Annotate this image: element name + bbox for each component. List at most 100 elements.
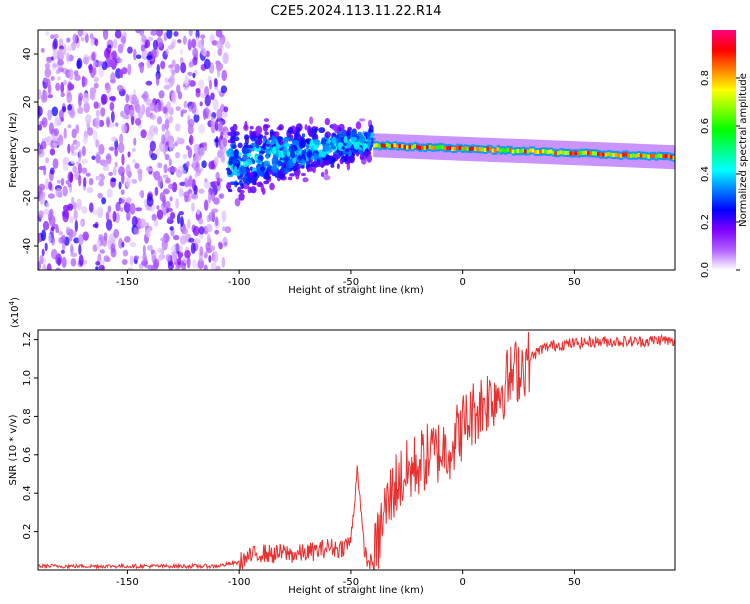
colorbar-ticks: 0.0 0.2 0.4 0.6 0.8 (700, 70, 740, 278)
spectrogram-cell (190, 242, 196, 255)
spectrogram-band-core (594, 151, 599, 156)
spectrogram-cell (101, 61, 108, 71)
spectrogram-cell (41, 117, 48, 128)
spectrogram-cell (226, 149, 233, 158)
spectrogram-band-core (564, 150, 568, 155)
spectrogram-cell (119, 68, 124, 78)
spectrogram-cell (259, 166, 266, 172)
spectrogram-cell (320, 171, 325, 178)
spectrogram-cell (282, 156, 289, 163)
spectrogram-cell (192, 226, 200, 237)
spectrogram-band-core (390, 144, 395, 149)
spectrogram-cell (147, 36, 154, 42)
spectrogram-cell (175, 151, 181, 159)
spectrogram-band-core (504, 148, 508, 153)
spectrogram-cell (134, 117, 142, 126)
snr-y-tick-label: 0.6 (22, 447, 33, 463)
spectrogram-cell (323, 174, 331, 181)
spectrogram-cell (127, 63, 132, 76)
spectrogram-cell (215, 30, 223, 38)
spectrogram-band-core (629, 153, 634, 158)
spectrogram-cell (47, 193, 55, 199)
spectrogram-cell (78, 92, 83, 102)
spectrogram-band-core (385, 142, 390, 147)
spectrogram-cell (249, 186, 257, 194)
spectrogram-cell (164, 77, 169, 84)
spectrogram-cell (82, 231, 89, 241)
spectrogram-band-core (428, 145, 433, 150)
spectrogram-cell (111, 136, 118, 142)
snr-multiplier-base: (x10 (10, 305, 21, 328)
spectrogram-cell (121, 153, 125, 166)
spectrogram-cell (56, 179, 61, 184)
spectrogram-cell (98, 144, 105, 155)
spectrogram-cell (41, 248, 45, 257)
spectrogram-cell (184, 74, 189, 87)
spectrogram-cell (131, 159, 137, 165)
spectrogram-cell (133, 227, 138, 235)
spectrogram-band-core (418, 145, 423, 150)
spectrogram-cell (47, 109, 52, 121)
spectrogram-cell (139, 61, 144, 74)
snr-x-axis-label: Height of straight line (km) (288, 585, 424, 596)
spectrogram-x-tick-label: 0 (459, 277, 465, 288)
spectrogram-band-core (488, 147, 493, 152)
spectrogram-cell (161, 134, 166, 145)
spectrogram-cell (107, 205, 112, 213)
spectrogram-cell (188, 237, 195, 243)
spectrogram-cell (234, 198, 241, 207)
spectrogram-cell (114, 148, 118, 157)
spectrogram-cell (181, 169, 187, 175)
spectrogram-cell (69, 109, 76, 119)
spectrogram-cell (63, 79, 67, 86)
spectrogram-band-core (534, 149, 538, 154)
spectrogram-cell (74, 74, 81, 81)
spectrogram-cell (232, 123, 238, 132)
spectrogram-cell (201, 160, 207, 169)
spectrogram-cell (346, 140, 352, 149)
spectrogram-cell (67, 81, 73, 92)
spectrogram-cell (336, 163, 340, 170)
snr-multiplier-label: (x104) (8, 297, 21, 328)
spectrogram-cell (120, 36, 127, 44)
spectrogram-cell (67, 104, 73, 111)
spectrogram-y-tick-label: 20 (22, 96, 33, 109)
spectrogram-cell (47, 84, 52, 95)
spectrogram-y-tick-label: -20 (22, 190, 33, 206)
spectrogram-cell (369, 124, 374, 133)
spectrogram-band-core (433, 145, 438, 150)
spectrogram-cell (105, 153, 112, 165)
spectrogram-cell (150, 30, 158, 36)
spectrogram-band-core (529, 148, 533, 153)
colorbar-tick-label: 0.8 (700, 70, 711, 86)
spectrogram-band-core (637, 153, 641, 158)
spectrogram-cell (141, 93, 147, 99)
spectrogram-cell (81, 145, 86, 157)
spectrogram-cell (221, 69, 228, 82)
spectrogram-cell (38, 232, 42, 244)
spectrogram-cell (175, 198, 180, 209)
spectrogram-band-core (448, 146, 453, 151)
spectrogram-cell (168, 183, 174, 190)
spectrogram-cell (76, 59, 81, 69)
spectrogram-cell (54, 114, 58, 123)
spectrogram-cell (297, 155, 302, 161)
spectrogram-cell (251, 177, 258, 181)
spectrogram-cell (61, 106, 67, 113)
spectrogram-cell (153, 258, 160, 269)
spectrogram-band-core (501, 148, 506, 153)
spectrogram-cell (213, 197, 220, 205)
spectrogram-cell (347, 126, 353, 131)
spectrogram-cell (43, 165, 47, 176)
spectrogram-cell (141, 259, 149, 267)
spectrogram-cell (70, 243, 74, 255)
spectrogram-cell (223, 130, 229, 138)
spectrogram-cell (350, 129, 358, 136)
spectrogram-cell (52, 158, 59, 169)
spectrogram-band-core (496, 147, 500, 152)
spectrogram-cell (140, 129, 147, 139)
spectrogram-cell (99, 60, 103, 66)
spectrogram-cell (77, 233, 84, 246)
spectrogram-cell (110, 178, 117, 183)
spectrogram-cell (243, 147, 249, 154)
